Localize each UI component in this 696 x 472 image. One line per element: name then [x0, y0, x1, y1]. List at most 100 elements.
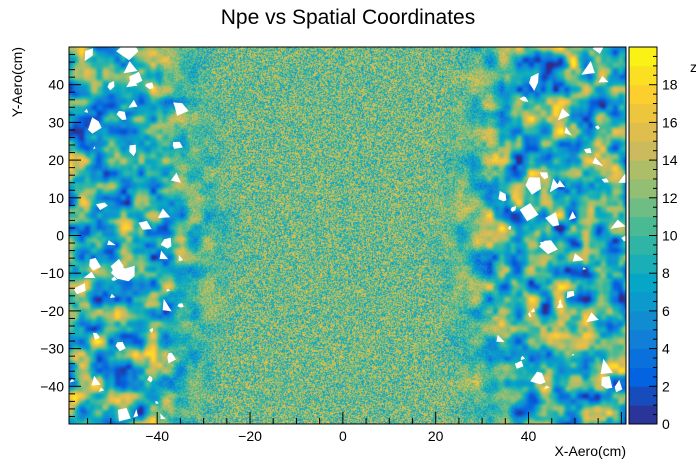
colorbar-band — [629, 178, 657, 199]
heatmap-hole — [69, 378, 75, 383]
heatmap-hole — [83, 271, 96, 279]
colorbar-band — [629, 235, 657, 255]
heatmap-hole — [566, 290, 575, 299]
heatmap-hole — [138, 220, 152, 230]
y-axis-title: Y-Aero(cm) — [9, 47, 25, 117]
heatmap-hole — [116, 41, 139, 61]
heatmap-hole — [539, 241, 546, 246]
heatmap-image — [69, 47, 626, 424]
z-axis-title: z — [690, 59, 696, 75]
colorbar-band — [629, 141, 657, 161]
heatmap-hole — [586, 312, 599, 323]
heatmap-hole — [610, 219, 626, 229]
y-tick-label: −30 — [40, 341, 64, 357]
heatmap-hole — [129, 71, 143, 87]
heatmap-hole — [93, 146, 96, 150]
y-tick-label: −20 — [40, 303, 64, 319]
heatmap-hole — [601, 376, 613, 389]
colorbar-band — [629, 348, 657, 368]
heatmap-hole — [150, 84, 154, 89]
colorbar-band — [629, 84, 657, 105]
y-axis: −40 −30 −20 −10 0 10 20 30 40 — [40, 46, 81, 425]
heatmap-hole — [109, 293, 116, 298]
colorbar-tick-label: 2 — [662, 378, 670, 394]
heatmap-hole — [111, 276, 117, 281]
y-tick-label: −10 — [40, 265, 64, 281]
heatmap-hole — [162, 298, 172, 312]
y-tick-label: 10 — [48, 190, 64, 206]
heatmap-hole — [147, 375, 153, 383]
colorbar-tick-label: 0 — [662, 416, 670, 432]
heatmap-hole — [160, 237, 172, 249]
heatmap-hole — [557, 108, 570, 121]
colorbar-band — [629, 292, 657, 312]
heatmap-hole — [133, 409, 139, 418]
y-tick-label: −40 — [40, 378, 64, 394]
heatmap-hole — [92, 332, 100, 340]
heatmap-hole — [107, 81, 115, 91]
heatmap-hole — [89, 257, 101, 271]
heatmap-hole — [155, 400, 159, 404]
heatmap-hole — [116, 110, 127, 120]
heatmap-hole — [544, 385, 550, 389]
heatmap-hole — [177, 303, 184, 308]
heatmap-hole — [592, 42, 605, 54]
heatmap-hole — [598, 76, 609, 83]
heatmap-hole — [592, 157, 604, 167]
heatmap-hole — [129, 144, 136, 157]
y-tick-label: 20 — [48, 152, 64, 168]
heatmap-hole — [115, 341, 126, 352]
heatmap-hole — [123, 61, 138, 74]
colorbar-tick-label: 12 — [662, 190, 678, 206]
colorbar-band — [629, 47, 657, 67]
heatmap-hole — [584, 148, 592, 154]
heatmap-hole — [525, 177, 541, 195]
heatmap-hole — [117, 407, 131, 422]
heatmap-hole — [571, 353, 575, 356]
colorbar-band — [629, 329, 657, 350]
x-tick-label: 40 — [521, 428, 537, 444]
heatmap-hole — [84, 108, 89, 113]
colorbar-band — [629, 273, 657, 293]
colorbar-tick-label: 10 — [662, 228, 678, 244]
colorbar-band — [629, 197, 657, 218]
heatmap-hole — [614, 379, 623, 393]
heatmap-hole — [519, 96, 529, 102]
chart-title: Npe vs Spatial Coordinates — [221, 6, 475, 29]
heatmap-hole — [510, 206, 516, 212]
colorbar-band — [629, 122, 657, 142]
x-tick-label: 0 — [339, 428, 347, 444]
heatmap-hole — [539, 172, 549, 180]
colorbar-band — [629, 405, 657, 425]
colorbar-band — [629, 310, 657, 331]
heatmap-hole — [545, 212, 560, 227]
heatmap-hole — [508, 225, 512, 230]
colorbar-band — [629, 65, 657, 86]
heatmap-hole — [159, 250, 169, 260]
heatmap-hole — [621, 235, 629, 242]
heatmap-hole — [107, 240, 116, 246]
heatmap-hole — [519, 203, 539, 222]
heatmap-hole — [170, 172, 181, 183]
heatmap-hole — [568, 211, 576, 221]
heatmap-hole — [172, 141, 183, 149]
heatmap-hole — [160, 413, 166, 420]
heatmap-hole — [520, 355, 525, 361]
colorbar-band — [629, 103, 657, 123]
heatmap-hole — [117, 265, 135, 282]
heatmap-hole — [88, 117, 102, 134]
colorbar-tick-label: 4 — [662, 341, 670, 357]
heatmap-hole — [167, 352, 176, 364]
x-axis: −40 −20 0 20 40 — [87, 412, 622, 444]
heatmap-hole — [96, 202, 108, 211]
colorbar-band — [629, 367, 657, 387]
colorbar-tick-label: 18 — [662, 77, 678, 93]
heatmap-hole — [601, 178, 609, 183]
y-tick-label: 40 — [48, 77, 64, 93]
heatmap-hole — [549, 178, 560, 193]
x-axis-title: X-Aero(cm) — [554, 443, 626, 459]
plot-area — [68, 41, 629, 425]
colorbar-band — [629, 160, 657, 180]
x-tick-label: −40 — [145, 428, 169, 444]
